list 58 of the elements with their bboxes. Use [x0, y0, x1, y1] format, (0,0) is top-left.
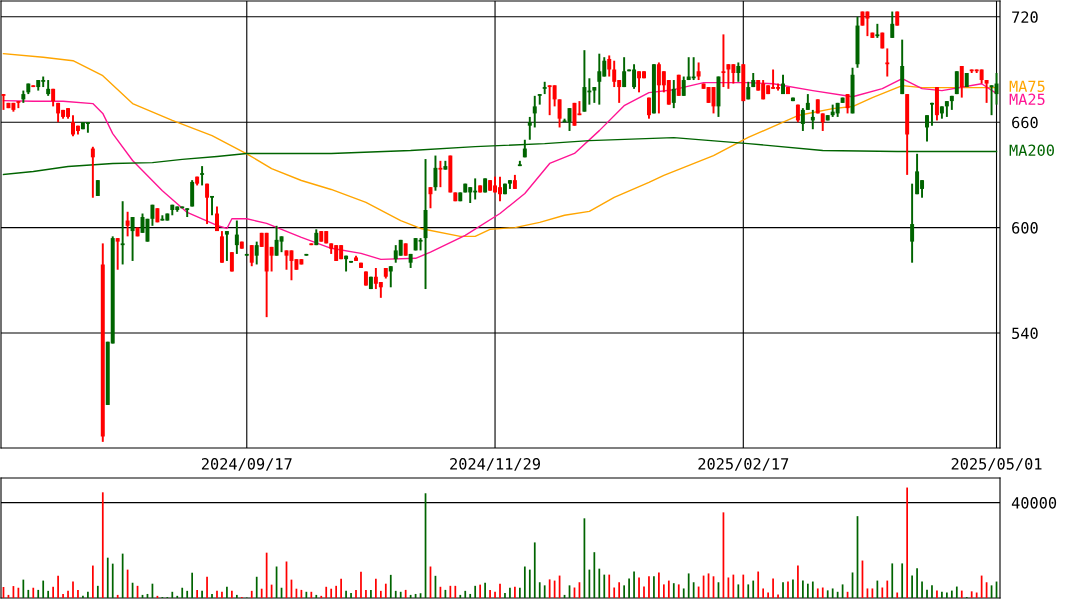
candlestick: [234, 219, 239, 255]
candlestick: [959, 65, 964, 99]
candlestick: [845, 93, 850, 115]
candlestick: [557, 98, 562, 129]
candlestick: [205, 182, 210, 226]
x-tick-label: 2025/02/17: [698, 458, 789, 471]
candlestick: [622, 56, 627, 89]
candlestick: [612, 59, 617, 89]
candlestick: [120, 200, 125, 266]
candlestick: [607, 54, 612, 78]
candlestick: [200, 165, 205, 187]
candlestick: [527, 115, 532, 141]
candlestick: [289, 249, 294, 282]
candlestick: [885, 47, 890, 78]
candlestick: [726, 63, 731, 90]
series-label: MA200: [1009, 144, 1054, 156]
line-series: [2, 77, 998, 261]
candlestick: [721, 33, 726, 89]
candlestick: [637, 70, 642, 94]
x-tick-label: 2025/05/01: [951, 458, 1042, 471]
candlestick: [90, 145, 95, 199]
candlestick: [254, 240, 259, 266]
candlestick: [433, 154, 438, 192]
series-label: MA75: [1009, 80, 1045, 93]
candlestick: [224, 230, 229, 262]
x-tick-label: 2024/11/29: [450, 458, 540, 471]
line-series: [2, 52, 998, 238]
candlestick: [552, 84, 557, 108]
candlestick: [736, 61, 741, 83]
candlestick: [249, 244, 254, 268]
candlestick: [85, 121, 90, 134]
candlestick: [215, 205, 219, 233]
y-tick-label: 720: [1012, 11, 1038, 23]
candlestick: [532, 94, 537, 129]
y-tick-label: 660: [1012, 116, 1038, 129]
candlestick: [567, 107, 572, 132]
candlestick: [800, 107, 805, 132]
candlestick: [984, 79, 989, 104]
y-tick-label: 40000: [1011, 497, 1057, 509]
candlestick: [537, 93, 542, 106]
series-label: MA25: [1009, 93, 1045, 106]
candlestick: [915, 152, 920, 196]
candlestick: [597, 52, 602, 106]
candlestick: [925, 114, 929, 143]
x-tick-label: 2024/09/17: [201, 458, 292, 471]
candlestick: [438, 159, 443, 189]
candlestick: [125, 210, 130, 238]
candlestick: [994, 72, 999, 106]
y-tick-label: 540: [1012, 327, 1038, 340]
candlestick: [130, 216, 135, 262]
y-tick-label: 600: [1012, 222, 1038, 234]
candlestick: [910, 182, 915, 264]
candlestick: [681, 75, 686, 97]
candlestick: [115, 237, 120, 271]
candlestick: [388, 265, 393, 289]
candlestick: [890, 10, 895, 39]
line-series: [2, 136, 998, 176]
candlestick: [671, 79, 676, 110]
